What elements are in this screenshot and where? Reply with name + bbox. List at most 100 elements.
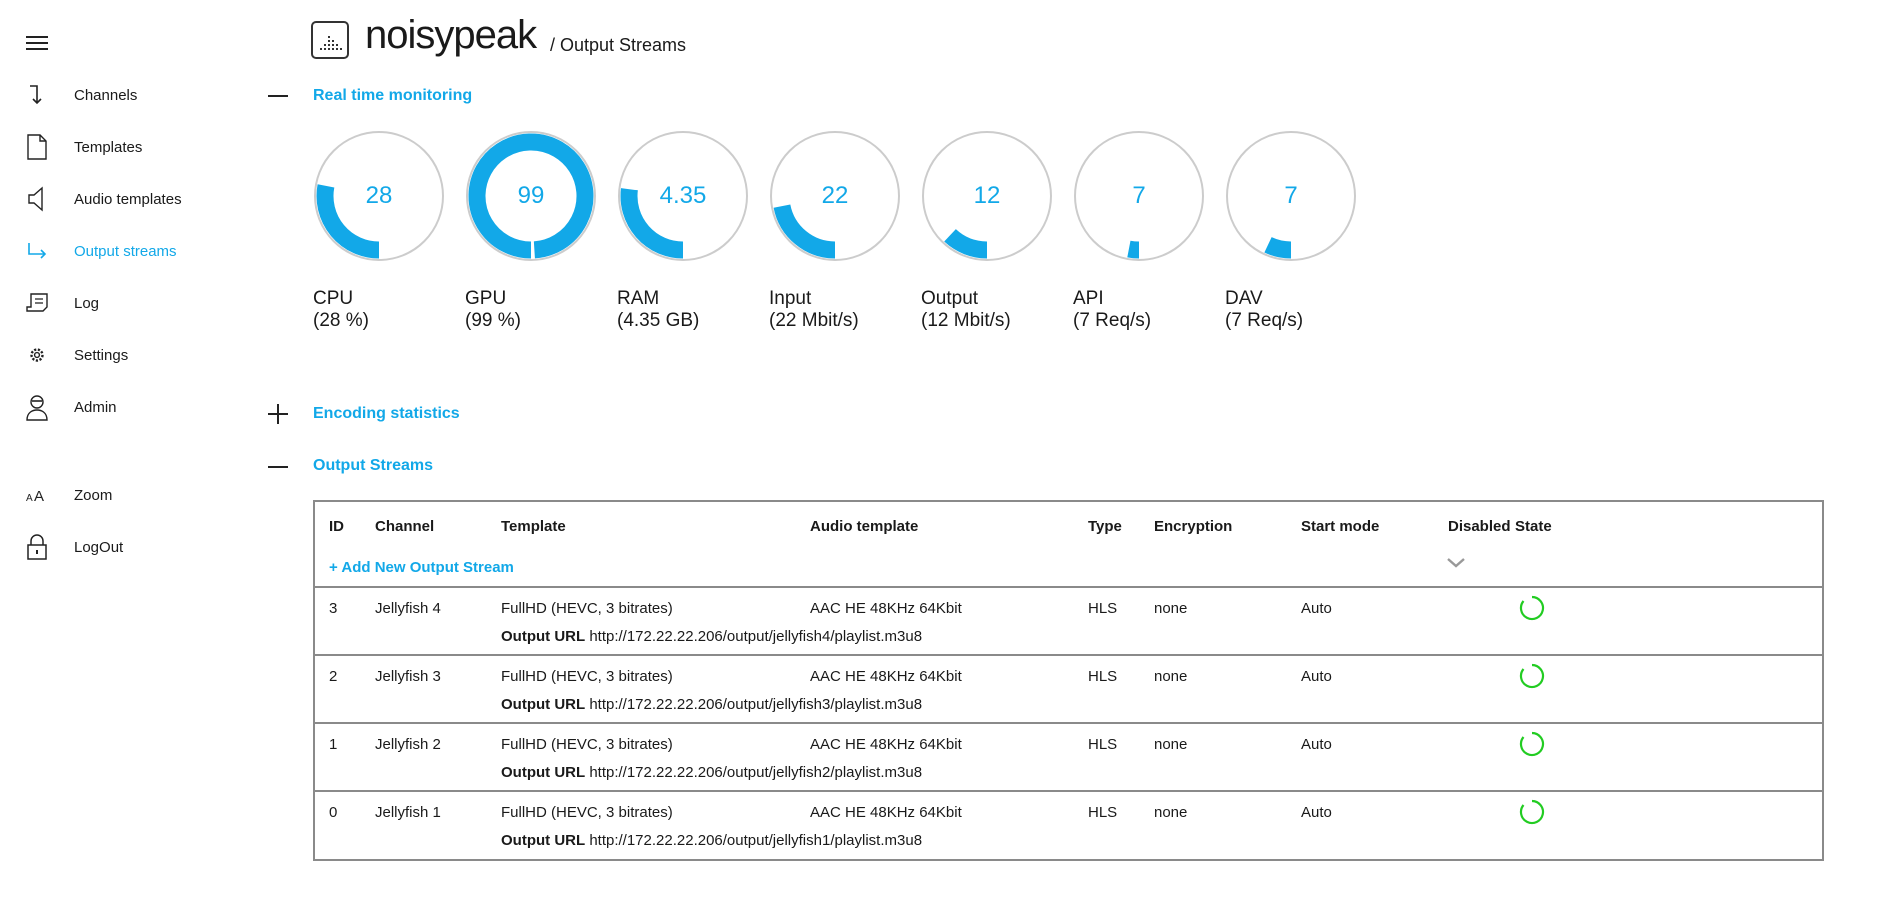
sidebar-item-channels[interactable]: Channels xyxy=(0,75,260,115)
output-url-value[interactable]: http://172.22.22.206/output/jellyfish2/p… xyxy=(589,764,923,781)
gauge-label: Output xyxy=(921,288,979,309)
sidebar-item-admin[interactable]: Admin xyxy=(0,387,260,427)
cell-encryption: none xyxy=(1154,668,1188,685)
sidebar-item-templates[interactable]: Templates xyxy=(0,127,260,167)
cell-type: HLS xyxy=(1088,600,1118,617)
cell-template: FullHD (HEVC, 3 bitrates) xyxy=(501,736,673,753)
output-url-value[interactable]: http://172.22.22.206/output/jellyfish3/p… xyxy=(589,696,923,713)
gauge-value: 22 xyxy=(821,182,849,209)
gauge-fill xyxy=(1127,240,1140,259)
svg-text:A: A xyxy=(26,493,33,503)
table-row[interactable]: 3 Jellyfish 4 FullHD (HEVC, 3 bitrates) AAC… xyxy=(315,588,1822,656)
gauge-dav: 7 DAV (7 Req/s) xyxy=(1225,130,1357,331)
section-title-realtime[interactable]: Real time monitoring xyxy=(313,87,473,104)
gauge-cpu: 28 CPU (28 %) xyxy=(313,130,445,331)
table-row[interactable]: 1 Jellyfish 2 FullHD (HEVC, 3 bitrates) AAC… xyxy=(315,724,1822,792)
sidebar-item-label: Zoom xyxy=(74,486,113,504)
lock-icon xyxy=(25,534,49,560)
gauge-fill xyxy=(620,188,684,259)
cell-id: 1 xyxy=(329,736,338,753)
column-encryption[interactable]: Encryption xyxy=(1154,518,1233,535)
cell-type: HLS xyxy=(1088,668,1118,685)
gauge-detail: (99 %) xyxy=(465,310,521,331)
brand-logo-icon xyxy=(311,21,349,59)
cell-id: 2 xyxy=(329,668,338,685)
section-title-output-streams[interactable]: Output Streams xyxy=(313,457,434,474)
sidebar-item-settings[interactable]: Settings xyxy=(0,335,260,375)
cell-id: 0 xyxy=(329,804,338,821)
column-template[interactable]: Template xyxy=(501,518,566,535)
cell-channel: Jellyfish 3 xyxy=(375,668,441,685)
output-url-value[interactable]: http://172.22.22.206/output/jellyfish1/p… xyxy=(589,832,923,849)
gauge-api: 7 API (7 Req/s) xyxy=(1073,130,1205,331)
user-icon xyxy=(25,395,49,421)
column-start-mode[interactable]: Start mode xyxy=(1301,518,1380,535)
gauge-value: 99 xyxy=(517,182,545,209)
cell-audio-template: AAC HE 48KHz 64Kbit xyxy=(810,804,962,821)
gauge-label: API xyxy=(1073,288,1104,309)
sidebar-item-log[interactable]: Log xyxy=(0,283,260,323)
log-icon xyxy=(25,291,49,315)
state-running-icon xyxy=(1518,662,1546,690)
column-disabled[interactable]: Disabled xyxy=(1448,518,1511,535)
hamburger-menu-icon[interactable] xyxy=(26,36,48,52)
output-url[interactable]: Output URL http://172.22.22.206/output/j… xyxy=(501,628,922,645)
collapse-realtime-icon[interactable] xyxy=(266,84,290,108)
gauge-detail: (22 Mbit/s) xyxy=(769,310,859,331)
cell-type: HLS xyxy=(1088,804,1118,821)
chevron-down-icon[interactable] xyxy=(1445,556,1467,574)
output-url-label: Output URL xyxy=(501,696,586,713)
column-id[interactable]: ID xyxy=(329,518,344,535)
gauge-fill xyxy=(1264,236,1292,259)
gauge-detail: (12 Mbit/s) xyxy=(921,310,1011,331)
output-url[interactable]: Output URL http://172.22.22.206/output/j… xyxy=(501,764,922,781)
add-output-stream-link[interactable]: + Add New Output Stream xyxy=(329,559,514,576)
gauge-detail: (28 %) xyxy=(313,310,369,331)
expand-encoding-icon[interactable] xyxy=(266,402,290,426)
column-channel[interactable]: Channel xyxy=(375,518,435,535)
gauge-label: RAM xyxy=(617,288,660,309)
output-url-label: Output URL xyxy=(501,628,586,645)
cell-channel: Jellyfish 2 xyxy=(375,736,441,753)
column-state[interactable]: State xyxy=(1515,518,1552,535)
cell-id: 3 xyxy=(329,600,338,617)
sidebar-item-label: Log xyxy=(74,294,100,312)
gauge-fill xyxy=(944,228,988,259)
speaker-icon xyxy=(25,186,49,212)
cell-channel: Jellyfish 1 xyxy=(375,804,441,821)
gauge-fill xyxy=(468,133,594,259)
sidebar-item-output-streams[interactable]: Output streams xyxy=(0,231,260,271)
gauge-label: GPU xyxy=(465,288,507,309)
gauge-input: 22 Input (22 Mbit/s) xyxy=(769,130,901,331)
gauge-value: 12 xyxy=(973,182,1001,209)
cell-encryption: none xyxy=(1154,804,1188,821)
cell-encryption: none xyxy=(1154,600,1188,617)
sidebar-item-label: Settings xyxy=(74,346,129,364)
sidebar-item-label: Output streams xyxy=(74,242,177,260)
svg-text:A: A xyxy=(34,488,44,503)
sidebar-item-logout[interactable]: LogOut xyxy=(0,527,260,567)
output-streams-table: ID Channel Template Audio template Type … xyxy=(313,500,1824,861)
cell-start-mode: Auto xyxy=(1301,600,1332,617)
document-icon xyxy=(25,134,49,160)
output-url[interactable]: Output URL http://172.22.22.206/output/j… xyxy=(501,696,922,713)
sidebar-item-label: LogOut xyxy=(74,538,124,556)
gauge-value: 7 xyxy=(1284,182,1298,209)
section-title-encoding[interactable]: Encoding statistics xyxy=(313,405,460,422)
table-row[interactable]: 2 Jellyfish 3 FullHD (HEVC, 3 bitrates) AAC… xyxy=(315,656,1822,724)
gauge-value: 7 xyxy=(1132,182,1146,209)
cell-template: FullHD (HEVC, 3 bitrates) xyxy=(501,600,673,617)
sidebar-item-label: Audio templates xyxy=(74,190,182,208)
column-type[interactable]: Type xyxy=(1088,518,1122,535)
gauge-label: DAV xyxy=(1225,288,1263,309)
output-url[interactable]: Output URL http://172.22.22.206/output/j… xyxy=(501,832,922,849)
output-url-value[interactable]: http://172.22.22.206/output/jellyfish4/p… xyxy=(589,628,923,645)
cell-encryption: none xyxy=(1154,736,1188,753)
column-audio-template[interactable]: Audio template xyxy=(810,518,919,535)
table-row[interactable]: 0 Jellyfish 1 FullHD (HEVC, 3 bitrates) AAC… xyxy=(315,792,1822,860)
sidebar-item-audio-templates[interactable]: Audio templates xyxy=(0,179,260,219)
gauge-detail: (4.35 GB) xyxy=(617,310,700,331)
collapse-output-icon[interactable] xyxy=(266,455,290,479)
